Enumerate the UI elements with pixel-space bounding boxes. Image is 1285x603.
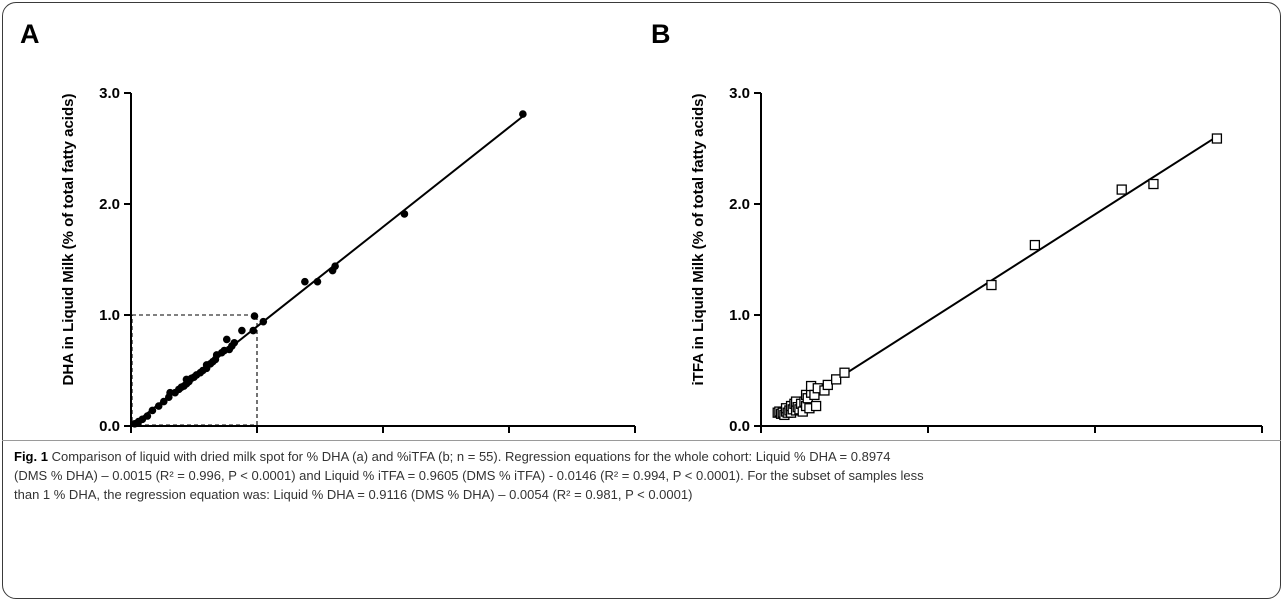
- panel-a-data-point: [148, 406, 157, 415]
- panel-b-x-tick-label: 0.0: [751, 437, 772, 440]
- panel-b-y-tick-label: 2.0: [729, 196, 750, 213]
- caption-line-1-text: Comparison of liquid with dried milk spo…: [51, 449, 891, 464]
- figure-caption: Fig. 1 Comparison of liquid with dried m…: [14, 447, 1276, 504]
- panel-a-y-tick-label: 0.0: [99, 418, 120, 435]
- panel-b-y-tick-label: 3.0: [729, 85, 750, 102]
- panel-a-data-point: [519, 110, 527, 118]
- panel-a-data-point: [143, 412, 152, 420]
- panel-b-x-tick-label: 3.0: [1252, 437, 1273, 440]
- panel-b-y-axis-label: iTFA in Liquid Milk (% of total fatty ac…: [690, 94, 707, 386]
- panel-b-data-point: [839, 367, 850, 378]
- panel-a-data-point: [331, 262, 339, 270]
- panel-b-letter: B: [651, 19, 671, 49]
- panel-b-data-point: [1148, 178, 1159, 190]
- panel-a-x-tick-label: 4.0: [625, 437, 646, 440]
- panel-b-x-tick-label: 1.0: [918, 437, 939, 440]
- panel-a-data-point: [154, 402, 163, 410]
- caption-line-3: than 1 % DHA, the regression equation wa…: [14, 487, 693, 502]
- panel-a-letter: A: [20, 19, 40, 49]
- caption-divider: [2, 440, 1281, 441]
- panel-b-data-point: [810, 400, 822, 412]
- panel-b-y-tick-label: 0.0: [729, 418, 750, 435]
- panel-a-data-point: [222, 335, 231, 344]
- panel-a-y-tick-label: 3.0: [99, 85, 120, 102]
- panel-a-data-point: [250, 312, 259, 320]
- panel-a-data-point: [400, 210, 409, 218]
- panel-a-y-tick-label: 2.0: [99, 196, 120, 213]
- panel-a-data-point: [301, 277, 309, 286]
- panel-a-data-point: [159, 397, 168, 406]
- panel-a-x-tick-label: 1.0: [247, 437, 268, 440]
- caption-line-1: Fig. 1 Comparison of liquid with dried m…: [14, 447, 1276, 466]
- panel-a-data-point: [249, 326, 258, 335]
- panel-b-data-point: [1116, 184, 1127, 195]
- caption-fig-label: Fig. 1: [14, 449, 48, 464]
- panel-b-data-point: [986, 279, 997, 291]
- panel-b-data-point: [822, 379, 833, 391]
- panel-b-y-tick-label: 1.0: [729, 307, 750, 324]
- panel-b-data-point: [1211, 133, 1223, 144]
- panel-b-x-tick-label: 2.0: [1085, 437, 1106, 440]
- panel-a-x-tick-label: 0.0: [121, 437, 142, 440]
- panel-b-regression-line: [777, 135, 1218, 418]
- panel-a-data-point: [238, 326, 246, 335]
- panel-a-x-tick-label: 3.0: [499, 437, 520, 440]
- panel-a-data-point: [230, 338, 239, 347]
- panel-a-x-tick-label: 2.0: [373, 437, 394, 440]
- panel-a-subset-box: [131, 314, 258, 426]
- panel-a-y-axis-label: DHA in Liquid Milk (% of total fatty aci…: [60, 94, 77, 386]
- caption-line-2: (DMS % DHA) – 0.0015 (R² = 0.996, P < 0.…: [14, 468, 924, 483]
- panel-a-y-tick-label: 1.0: [99, 307, 120, 324]
- panel-b-data-point: [1029, 239, 1041, 251]
- panel-a-data-point: [313, 277, 322, 286]
- panel-a-data-point: [259, 317, 268, 326]
- panel-b-data-point: [831, 374, 842, 385]
